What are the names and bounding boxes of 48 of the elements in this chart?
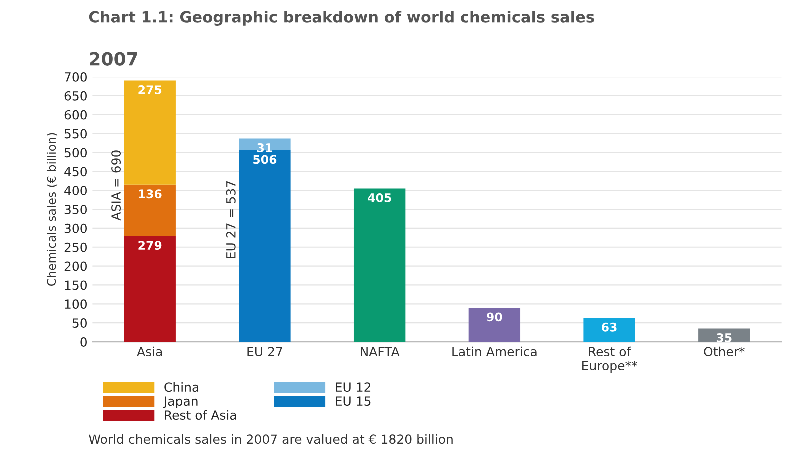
y-tick-label: 600	[64, 110, 87, 120]
data-label: 136	[139, 190, 162, 199]
y-tick-label: 100	[65, 300, 87, 310]
y-tick-label: 200	[64, 262, 87, 272]
data-label: 35	[716, 334, 732, 342]
y-tick-label: 250	[64, 242, 87, 252]
bar	[468, 308, 521, 342]
chart-subtitle: 2007	[90, 52, 138, 66]
y-tick-label: 400	[64, 186, 87, 196]
y-tick-label: 450	[64, 167, 87, 177]
bar	[124, 80, 176, 185]
x-tick-label: Rest of Europe**	[582, 346, 638, 373]
chart-title: Chart 1.1: Geographic breakdown of world chemicals sales	[89, 11, 594, 26]
legend-label: EU 12	[336, 382, 371, 392]
y-tick-label: 150	[65, 280, 87, 290]
legend-label: EU 15	[336, 396, 371, 406]
total-label: EU 27 = 537	[226, 182, 236, 258]
x-tick-label: Latin America	[452, 346, 537, 357]
text: World chemicals sales in 2007 are valued at € 1820 billion	[89, 434, 453, 444]
y-tick-label: 550	[64, 129, 87, 139]
data-label: 279	[138, 241, 162, 250]
y-tick-label: 0	[80, 337, 87, 347]
legend-label: China	[164, 382, 199, 392]
y-tick-label: 350	[64, 204, 87, 214]
data-label: 31	[258, 143, 272, 152]
y-axis-title: Chemicals sales (€ billion)	[46, 133, 58, 286]
y-tick-label: 300	[64, 224, 87, 234]
bar	[354, 188, 406, 342]
data-label: 275	[138, 86, 162, 94]
y-tick-label: 650	[64, 91, 87, 101]
bar	[584, 318, 636, 342]
data-label: 405	[368, 193, 392, 202]
x-tick-label: EU 27	[248, 347, 282, 357]
y-tick-label: 700	[64, 72, 87, 82]
bar	[124, 184, 176, 236]
legend-label: Japan	[163, 396, 198, 408]
y-tick-label: 500	[64, 148, 87, 158]
bar	[124, 236, 176, 342]
x-tick-label: Other*	[704, 346, 745, 357]
legend-label: Rest of Asia	[165, 410, 236, 420]
y-tick-label: 50	[72, 318, 87, 328]
data-label: 90	[487, 312, 502, 322]
bar	[239, 138, 291, 150]
x-tick-label: Asia	[137, 346, 162, 357]
x-tick-label: NAFTA	[361, 347, 400, 356]
data-label: 63	[602, 322, 617, 332]
total-label: ASIA = 690	[112, 150, 122, 221]
data-label: 506	[254, 155, 277, 164]
